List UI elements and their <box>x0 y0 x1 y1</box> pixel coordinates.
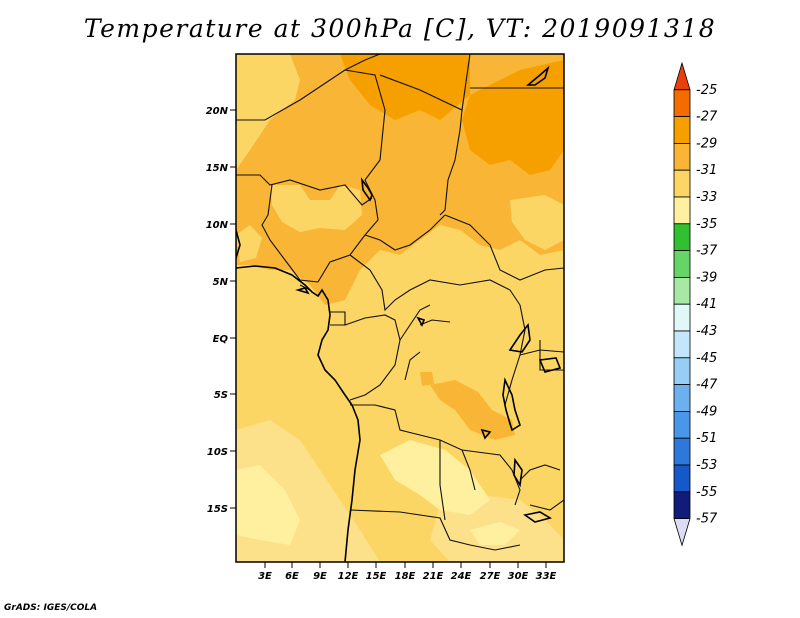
colorbar-swatch <box>673 196 691 225</box>
colorbar-label: -45 <box>696 351 717 366</box>
field-31-east-patch <box>510 195 564 250</box>
colorbar-label: -47 <box>696 378 718 393</box>
colorbar-label: -55 <box>696 485 717 500</box>
lon-label-15e: 15E <box>366 571 387 582</box>
colorbar-swatch <box>673 384 691 412</box>
colorbar-label: -39 <box>696 270 717 285</box>
lat-label-10s: 10S <box>207 447 228 458</box>
field-31-niger-patch <box>236 225 262 262</box>
colorbar-swatch <box>673 61 691 91</box>
field-27-sahara <box>340 54 470 120</box>
lon-label-27e: 27E <box>480 571 501 582</box>
chart-title: Temperature at 300hPa [C], VT: 201909131… <box>83 14 717 43</box>
field-35-angola <box>380 440 490 515</box>
temperature-field <box>236 54 564 562</box>
colorbar-swatch <box>673 142 691 171</box>
field-27-northeast <box>462 60 564 175</box>
lon-label-21e: 21E <box>423 571 444 582</box>
lon-label-9e: 9E <box>313 571 327 582</box>
lon-label-6e: 6E <box>285 571 299 582</box>
colorbar: -25 -27 -29 -31 -33 -35 -37 -39 -41 -43 -45 -47 -49 -… <box>673 61 718 547</box>
colorbar-label: -57 <box>696 512 718 527</box>
colorbar-label: -31 <box>696 163 717 178</box>
field-35-southeast <box>470 522 520 545</box>
colorbar-label: -43 <box>696 324 717 339</box>
colorbar-swatch <box>673 169 691 198</box>
colorbar-label: -37 <box>696 244 718 259</box>
field-29-congo <box>430 380 515 440</box>
map-frame <box>235 53 565 563</box>
colorbar-swatch <box>673 330 691 359</box>
coastlines <box>236 65 562 562</box>
colorbar-swatch <box>673 518 691 547</box>
colorbar-label: -27 <box>696 110 718 125</box>
colorbar-swatch <box>673 223 691 252</box>
colorbar-swatch <box>673 276 691 305</box>
lon-label-18e: 18E <box>395 571 416 582</box>
lat-label-15n: 15N <box>206 163 229 174</box>
colorbar-swatch <box>673 491 691 519</box>
colorbar-swatch <box>673 357 691 385</box>
colorbar-swatch <box>673 464 691 493</box>
colorbar-label: -49 <box>696 404 717 419</box>
colorbar-swatch <box>673 250 691 278</box>
lon-label-3e: 3E <box>258 571 272 582</box>
lat-label-5s: 5S <box>214 390 228 401</box>
colorbar-label: -25 <box>696 83 717 98</box>
lat-label-20n: 20N <box>206 106 229 117</box>
lat-label-5n: 5N <box>213 277 229 288</box>
lat-label-eq: EQ <box>213 334 229 345</box>
colorbar-label: -41 <box>696 297 717 312</box>
colorbar-label: -33 <box>696 190 717 205</box>
lat-label-10n: 10N <box>206 220 229 231</box>
colorbar-label: -51 <box>696 431 717 446</box>
colorbar-label: -35 <box>696 217 717 232</box>
longitude-axis: 3E 6E 9E 12E 15E 18E 21E 24E 27E 30E 33E <box>258 562 557 582</box>
field-35-southwest <box>236 465 300 545</box>
lat-label-15s: 15S <box>207 504 228 515</box>
colorbar-swatch <box>673 303 691 332</box>
lon-label-12e: 12E <box>338 571 359 582</box>
field-31-chad-patch <box>270 185 362 232</box>
latitude-axis: 20N 15N 10N 5N EQ 5S 10S 15S <box>206 106 236 515</box>
grads-credit: GrADS: IGES/COLA <box>4 603 98 613</box>
field-29-gabon <box>420 372 434 386</box>
lon-label-30e: 30E <box>508 571 529 582</box>
colorbar-label: -29 <box>696 136 717 151</box>
field-31-sahara-patch <box>236 54 300 170</box>
lon-label-33e: 33E <box>536 571 557 582</box>
colorbar-swatch <box>673 437 691 466</box>
colorbar-swatch <box>673 116 691 144</box>
colorbar-swatch <box>673 89 691 118</box>
lon-label-24e: 24E <box>451 571 472 582</box>
colorbar-label: -53 <box>696 458 717 473</box>
country-borders <box>236 54 564 551</box>
colorbar-swatch <box>673 410 691 439</box>
